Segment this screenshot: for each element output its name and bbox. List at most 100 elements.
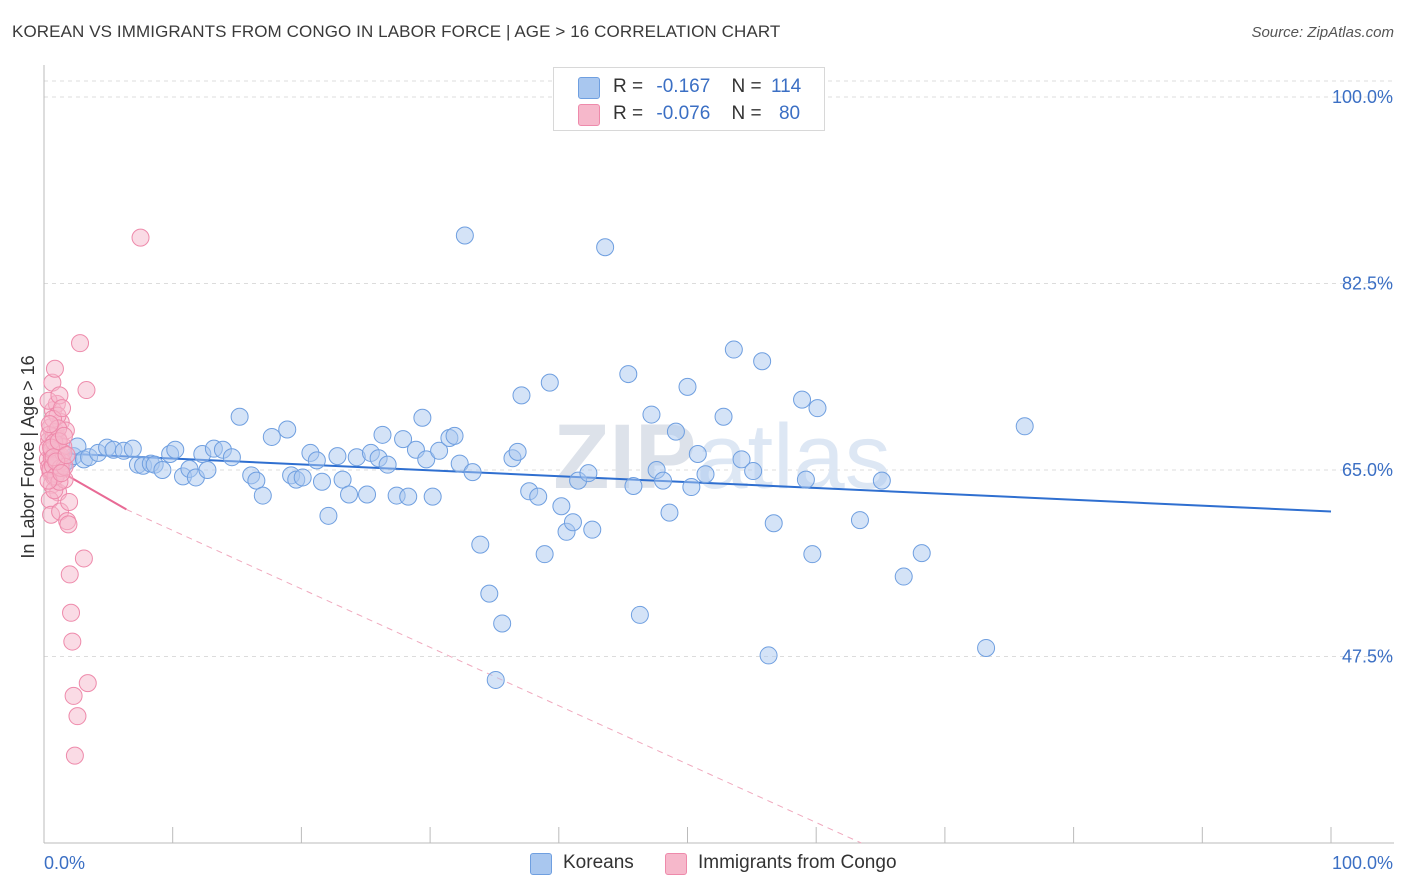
korean-point (535, 545, 554, 564)
korean-point (977, 638, 996, 657)
grid-lines (44, 80, 1394, 657)
korean-point (278, 420, 297, 439)
korean-point (678, 377, 697, 396)
y-tick-label: 47.5% (1342, 646, 1393, 666)
chart-title: KOREAN VS IMMIGRANTS FROM CONGO IN LABOR… (12, 22, 781, 41)
korean-point (894, 567, 913, 586)
congo-label: Immigrants from Congo (698, 852, 897, 873)
korean-point (619, 365, 638, 384)
korean-point (123, 439, 142, 458)
y-axis-label: In Labor Force | Age > 16 (18, 355, 38, 558)
tick-labels: 47.5% 65.0% 82.5% 100.0% 0.0% 100.0% (44, 87, 1393, 873)
data-points (38, 226, 1034, 765)
x-tick-label: 100.0% (1332, 853, 1393, 873)
r-label: R = (613, 76, 644, 97)
korean-point (744, 462, 763, 481)
n-label: N = (731, 103, 762, 124)
korean-point (808, 399, 827, 418)
korean-point (512, 386, 531, 405)
korean-point (759, 646, 778, 665)
r-label: R = (613, 103, 644, 124)
korean-point (642, 405, 661, 424)
korean-point (230, 407, 249, 426)
korean-point (493, 614, 512, 633)
korean-point (455, 226, 474, 245)
korean-point (450, 454, 469, 473)
korean-point (373, 425, 392, 444)
korean-point (796, 470, 815, 489)
korean-point (445, 426, 464, 445)
korean-point (153, 460, 172, 479)
korean-point (463, 463, 482, 482)
congo-point (68, 707, 87, 726)
congo-point (71, 334, 90, 353)
korean-point (328, 447, 347, 466)
korean-point (423, 487, 442, 506)
korean-point (319, 506, 338, 525)
korean-point (724, 340, 743, 359)
congo-point (60, 492, 79, 511)
correlation-legend: R = -0.167 N = 114 R = -0.076 N = 80 (553, 67, 825, 131)
n-value: 114 (770, 76, 802, 97)
koreans-label: Koreans (563, 852, 634, 873)
korean-point (1015, 417, 1034, 436)
koreans-swatch (530, 853, 552, 875)
korean-point (872, 471, 891, 490)
korean-point (247, 471, 266, 490)
koreans-swatch (578, 77, 600, 99)
korean-point (850, 511, 869, 530)
korean-point (529, 487, 548, 506)
korean-point (307, 451, 326, 470)
korean-point (596, 238, 615, 257)
korean-point (394, 430, 413, 449)
korean-point (253, 486, 272, 505)
korean-point (293, 468, 312, 487)
congo-point (64, 686, 83, 705)
korean-point (340, 485, 359, 504)
x-tick-label: 0.0% (44, 853, 85, 873)
korean-point (198, 460, 217, 479)
source-label: Source: ZipAtlas.com (1251, 24, 1394, 41)
trend-lines (46, 451, 1332, 844)
korean-point (654, 471, 673, 490)
y-tick-label: 82.5% (1342, 273, 1393, 293)
korean-point (753, 352, 772, 371)
korean-point (540, 373, 559, 392)
congo-point (77, 381, 96, 400)
korean-point (413, 408, 432, 427)
n-label: N = (731, 76, 762, 97)
y-tick-label: 65.0% (1342, 460, 1393, 480)
korean-point (630, 605, 649, 624)
korean-point (583, 520, 602, 539)
congo-point (57, 446, 76, 465)
korean-point (793, 390, 812, 409)
congo-point (52, 464, 71, 483)
r-value: -0.076 (656, 103, 711, 124)
korean-point (563, 513, 582, 532)
congo-swatch (665, 853, 687, 875)
korean-point (312, 472, 331, 491)
korean-point (696, 465, 715, 484)
korean-point (624, 476, 643, 495)
korean-point (378, 455, 397, 474)
korean-point (714, 407, 733, 426)
korean-point (682, 478, 701, 497)
korean-point (579, 464, 598, 483)
congo-point (74, 549, 93, 568)
congo-point (59, 515, 78, 534)
n-value: 80 (778, 103, 801, 124)
korean-point (666, 422, 685, 441)
korean-point (333, 470, 352, 489)
korean-point (358, 485, 377, 504)
korean-point (486, 670, 505, 689)
korean-point (660, 503, 679, 522)
congo-trend-extension (126, 508, 862, 844)
congo-point (65, 746, 84, 765)
korean-point (480, 584, 499, 603)
congo-point (131, 228, 150, 247)
korean-point (471, 535, 490, 554)
korean-point (764, 514, 783, 533)
korean-point (508, 442, 527, 461)
congo-point (78, 674, 97, 693)
